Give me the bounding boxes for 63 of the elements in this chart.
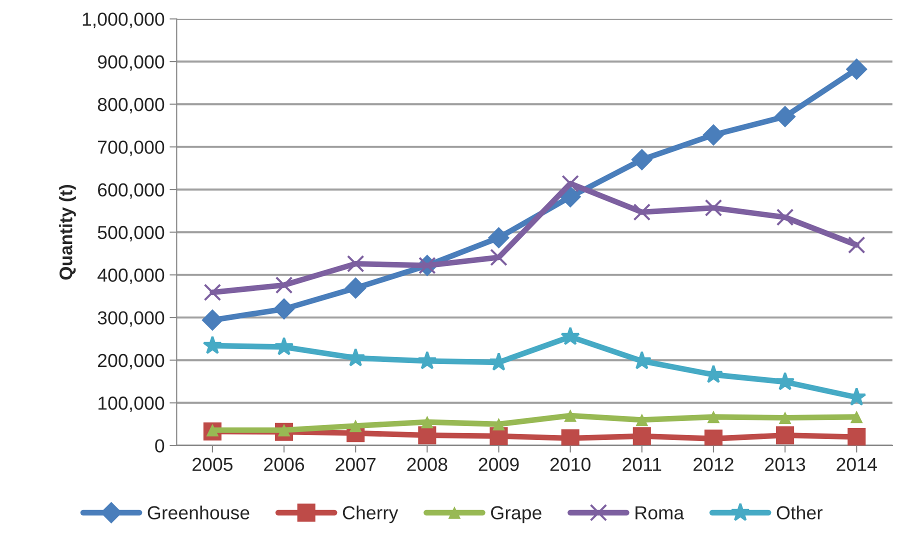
y-tick-label: 200,000 [98,354,164,370]
point [418,426,436,444]
point [204,284,222,302]
point [560,326,580,346]
x-tick-label: 2008 [407,458,448,472]
point [776,426,794,444]
point [848,428,866,446]
legend-label: Roma [636,506,684,520]
point [776,208,794,226]
x-tick-label: 2006 [264,458,304,472]
point [631,148,653,170]
legend-label: Cherry [342,506,398,524]
x-tick-label: 2011 [622,458,662,472]
x-tick-label: 2013 [765,458,806,472]
y-tick-label: 0 [155,439,164,452]
point [202,336,222,354]
point [202,309,224,331]
point [560,186,582,208]
y-tick-label: 500,000 [98,226,164,242]
point [344,277,366,299]
point [848,236,866,254]
point [492,418,506,430]
legend-label: Other [776,506,823,520]
y-axis-title: Quantity (t) [59,184,76,280]
point [418,350,437,370]
point [490,248,508,266]
y-tick-label: 100,000 [98,396,164,412]
x-tick-label: 2005 [192,458,233,472]
x-tick-label: 2014 [836,458,877,472]
x-tick-label: 2007 [336,458,376,472]
point [561,429,580,446]
y-tick-label: 300,000 [98,311,164,327]
point [633,203,651,221]
legend-label: Greenhouse [148,506,250,520]
point [846,58,868,80]
x-tick-label: 2012 [694,458,734,472]
x-tick-label: 2010 [550,458,590,472]
point [775,372,795,390]
point [778,412,792,424]
y-tick-label: 400,000 [98,268,164,284]
point [274,336,294,356]
y-tick-label: 700,000 [98,140,164,156]
legend-label: Grape [491,506,542,524]
point [850,410,863,424]
point [564,409,577,422]
point [636,414,648,426]
point [704,199,722,217]
point [488,226,510,249]
point [346,255,364,272]
point [562,174,580,192]
y-tick-label: 900,000 [98,55,164,71]
point [275,276,293,294]
point [273,298,295,320]
y-tick-label: 1,000,000 [82,12,164,28]
y-tick-label: 600,000 [98,183,164,199]
x-tick-label: 2009 [478,458,519,472]
point [702,124,724,146]
point [420,416,434,428]
y-tick-label: 800,000 [98,98,164,114]
point [349,420,362,432]
point [632,427,651,446]
point [774,106,796,128]
point [707,410,720,424]
